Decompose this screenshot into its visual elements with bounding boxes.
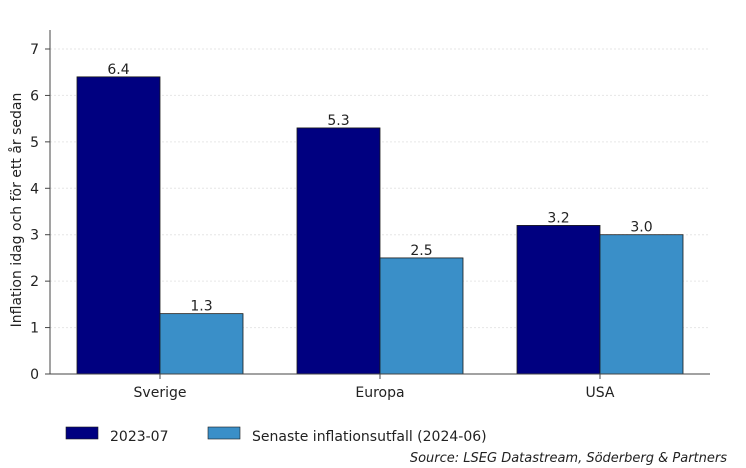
legend-label: 2023-07 (110, 429, 169, 445)
y-tick-label: 6 (30, 88, 39, 104)
data-label: 3.0 (630, 220, 652, 236)
y-tick-label: 4 (30, 181, 39, 197)
axes (45, 30, 710, 379)
source-note: Source: LSEG Datastream, Söderberg & Par… (410, 451, 727, 466)
bar (516, 225, 601, 375)
bar (379, 257, 464, 375)
bar (159, 313, 244, 375)
y-tick-label: 2 (30, 274, 39, 290)
labels: 0 1 2 3 4 5 6 7 6.4 1.3 Sverige 5.3 2.5 Europa 3.2 3.0 U… (8, 42, 727, 466)
x-tick-label: Europa (355, 385, 404, 401)
legend-swatch (65, 426, 99, 440)
legend-swatch (207, 426, 241, 440)
y-axis-label: Inflation idag och för ett år sedan (8, 93, 25, 328)
bar (76, 76, 161, 375)
data-label: 6.4 (107, 62, 129, 78)
data-label: 2.5 (410, 243, 432, 259)
data-label: 5.3 (327, 113, 349, 129)
x-tick-label: USA (586, 385, 615, 401)
y-tick-label: 1 (30, 321, 39, 337)
data-label: 3.2 (547, 210, 569, 226)
x-tick-label: Sverige (134, 385, 187, 401)
y-tick-label: 3 (30, 228, 39, 244)
bars (76, 76, 684, 375)
y-tick-label: 0 (30, 367, 39, 383)
legend: 2023-07 Senaste inflationsutfall (2024-06… (65, 426, 487, 445)
y-tick-label: 5 (30, 135, 39, 151)
y-tick-label: 7 (30, 42, 39, 58)
bar (599, 234, 684, 375)
data-label: 1.3 (190, 299, 212, 315)
bar (296, 127, 381, 375)
legend-label: Senaste inflationsutfall (2024-06) (252, 429, 487, 445)
